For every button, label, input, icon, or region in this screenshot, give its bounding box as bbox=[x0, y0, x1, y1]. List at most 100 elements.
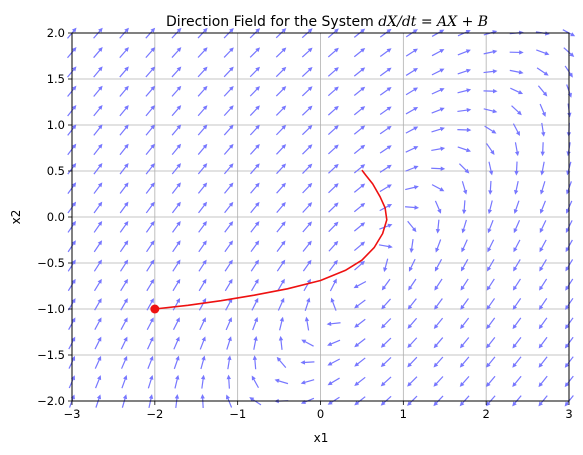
y-tick-label: −1.0 bbox=[37, 302, 65, 316]
field-arrow bbox=[300, 379, 315, 385]
field-arrow bbox=[538, 298, 548, 310]
field-arrow bbox=[172, 317, 180, 331]
field-arrow bbox=[275, 124, 287, 136]
x-tick-label: 3 bbox=[565, 407, 572, 421]
field-arrow bbox=[251, 297, 259, 311]
field-arrow bbox=[459, 337, 470, 349]
field-arrow bbox=[328, 259, 338, 272]
field-arrow bbox=[67, 240, 76, 253]
field-arrow bbox=[565, 239, 573, 253]
field-arrow bbox=[538, 395, 548, 407]
field-arrow bbox=[433, 356, 444, 368]
field-arrow bbox=[457, 49, 471, 56]
field-arrow bbox=[512, 375, 522, 388]
field-arrow bbox=[174, 374, 180, 389]
field-arrow bbox=[512, 298, 522, 310]
field-arrow bbox=[119, 182, 129, 194]
field-arrow bbox=[353, 144, 366, 155]
field-arrow bbox=[327, 86, 339, 97]
field-arrow bbox=[457, 29, 471, 37]
field-arrow bbox=[276, 221, 286, 233]
field-arrow bbox=[223, 66, 234, 78]
field-arrow bbox=[353, 241, 366, 252]
field-arrow bbox=[458, 163, 470, 174]
field-arrow bbox=[354, 376, 366, 386]
field-arrow bbox=[119, 27, 129, 39]
field-arrow bbox=[171, 66, 182, 78]
field-arrow bbox=[121, 394, 128, 408]
field-arrow bbox=[253, 336, 258, 350]
field-arrow bbox=[378, 244, 393, 249]
field-arrow bbox=[536, 67, 549, 76]
field-arrow bbox=[431, 88, 445, 95]
field-arrow bbox=[93, 66, 103, 78]
field-arrow bbox=[353, 164, 366, 174]
field-arrow bbox=[145, 182, 155, 194]
y-tick-label: −0.5 bbox=[37, 256, 65, 270]
field-arrow bbox=[461, 239, 468, 253]
field-arrow bbox=[539, 200, 546, 214]
field-arrow bbox=[407, 220, 417, 233]
field-arrow bbox=[486, 278, 495, 291]
field-arrow bbox=[172, 259, 181, 272]
field-arrow bbox=[200, 374, 206, 389]
field-arrow bbox=[93, 259, 102, 272]
field-arrow bbox=[68, 336, 76, 350]
field-arrow bbox=[145, 66, 156, 78]
field-arrow bbox=[302, 240, 312, 252]
y-tick-label: 2.0 bbox=[47, 26, 65, 40]
solution-trajectory bbox=[154, 169, 388, 310]
field-arrow bbox=[487, 200, 493, 215]
field-arrow bbox=[512, 123, 520, 137]
field-arrow bbox=[514, 180, 519, 195]
field-arrow bbox=[564, 375, 574, 388]
field-arrow bbox=[539, 103, 546, 117]
field-arrow bbox=[564, 317, 574, 330]
field-arrow bbox=[564, 65, 573, 78]
field-arrow bbox=[486, 298, 496, 310]
field-arrow bbox=[564, 336, 574, 349]
field-arrow bbox=[198, 240, 207, 253]
field-arrow bbox=[68, 317, 76, 330]
field-arrow bbox=[431, 146, 446, 152]
field-arrow bbox=[405, 106, 419, 115]
field-arrow bbox=[380, 376, 392, 387]
field-arrow bbox=[147, 374, 154, 389]
field-arrow bbox=[276, 202, 286, 214]
field-arrow bbox=[302, 202, 313, 213]
field-arrow bbox=[457, 127, 472, 133]
field-arrow bbox=[513, 200, 520, 214]
field-arrow bbox=[461, 181, 468, 195]
field-arrow bbox=[171, 85, 182, 97]
field-arrow bbox=[172, 298, 181, 311]
field-arrow bbox=[171, 163, 182, 175]
field-arrow bbox=[120, 336, 128, 350]
field-arrow bbox=[302, 259, 312, 272]
field-arrow bbox=[171, 143, 182, 155]
field-arrow bbox=[275, 105, 287, 116]
field-arrow bbox=[225, 394, 233, 408]
field-arrow bbox=[93, 163, 103, 175]
field-arrow bbox=[513, 220, 521, 234]
field-arrow bbox=[460, 278, 469, 291]
field-arrow bbox=[302, 163, 313, 174]
field-arrow bbox=[327, 339, 341, 346]
field-arrow bbox=[435, 239, 442, 253]
field-arrow bbox=[301, 339, 314, 347]
field-arrow bbox=[120, 259, 129, 272]
x-tick-label: −1 bbox=[229, 407, 246, 421]
field-arrow bbox=[146, 259, 155, 272]
field-arrow bbox=[276, 163, 287, 175]
field-arrow bbox=[276, 240, 286, 252]
field-arrow bbox=[67, 259, 76, 272]
field-arrow bbox=[304, 297, 311, 311]
field-arrow bbox=[301, 47, 313, 58]
field-arrow bbox=[353, 106, 366, 116]
field-arrow bbox=[93, 124, 103, 136]
field-arrow bbox=[198, 278, 207, 292]
field-arrow bbox=[301, 28, 313, 39]
field-arrow bbox=[171, 124, 182, 136]
field-arrow bbox=[302, 221, 313, 233]
field-arrow bbox=[67, 278, 76, 292]
